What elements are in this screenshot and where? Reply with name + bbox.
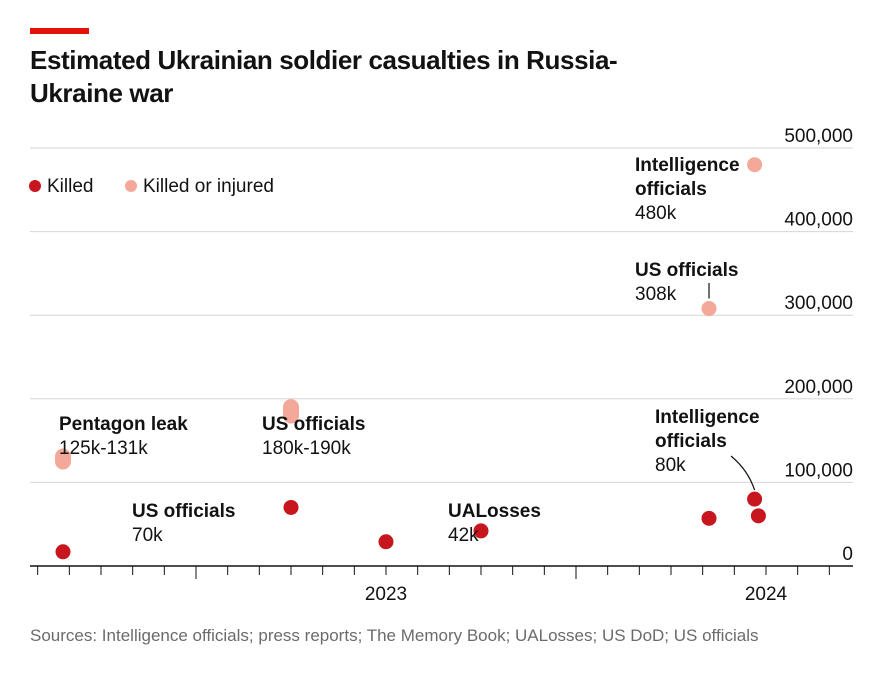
- y-tick-label: 100,000: [784, 460, 853, 481]
- annotation-title: Intelligence officials: [635, 155, 745, 200]
- source-note: Sources: Intelligence officials; press r…: [30, 626, 759, 645]
- point-killed: [701, 510, 717, 526]
- annotation-value: 80k: [655, 455, 686, 476]
- y-tick-label: 300,000: [784, 293, 853, 314]
- point-killed: [283, 499, 299, 515]
- legend-label-injured: Killed or injured: [143, 176, 274, 197]
- data-points: [55, 157, 766, 560]
- annotation-title: US officials: [262, 414, 365, 435]
- legend: Killed Killed or injured: [29, 176, 274, 197]
- annotation-value: 180k-190k: [262, 438, 351, 459]
- annotation-title: US officials: [132, 501, 235, 522]
- annotation-value: 42k: [448, 525, 479, 546]
- legend-marker-injured: [125, 180, 137, 192]
- y-tick-label: 500,000: [784, 126, 853, 147]
- annotation-title: UALosses: [448, 501, 541, 522]
- x-tick-label: 2024: [745, 584, 788, 605]
- x-axis: 2023 2024: [30, 565, 853, 605]
- accent-bar: [30, 28, 89, 34]
- legend-marker-killed: [29, 180, 41, 192]
- grid: [30, 147, 853, 483]
- chart: 0 100,000 200,000 300,000 400,000 500,000 202…: [29, 126, 853, 605]
- point-killed: [473, 523, 489, 539]
- point-killed: [750, 508, 766, 524]
- annotation-title: Intelligence officials: [655, 407, 765, 452]
- annotation-value: 125k-131k: [59, 438, 148, 459]
- point-injured: [701, 301, 717, 317]
- point-killed: [55, 544, 71, 560]
- x-tick-label: 2023: [365, 584, 407, 605]
- point-killed: [378, 534, 394, 550]
- y-tick-label: 200,000: [784, 377, 853, 398]
- annotation-title: Pentagon leak: [59, 414, 188, 435]
- leader-line: [730, 455, 756, 491]
- leader-lines: [708, 283, 756, 491]
- chart-title: Estimated Ukrainian soldier casualties i…: [30, 45, 618, 108]
- legend-label-killed: Killed: [47, 176, 93, 197]
- point-killed: [747, 491, 763, 507]
- annotations: Pentagon leak 125k-131k US officials 180k-1…: [59, 155, 765, 546]
- point-injured: [747, 157, 763, 173]
- annotation-value: 480k: [635, 203, 677, 224]
- annotation-value: 70k: [132, 525, 163, 546]
- y-axis: 0 100,000 200,000 300,000 400,000 500,000: [784, 126, 853, 565]
- annotation-title: US officials: [635, 260, 738, 281]
- annotation-value: 308k: [635, 284, 677, 305]
- y-tick-label: 400,000: [784, 210, 853, 231]
- y-tick-label: 0: [842, 544, 853, 565]
